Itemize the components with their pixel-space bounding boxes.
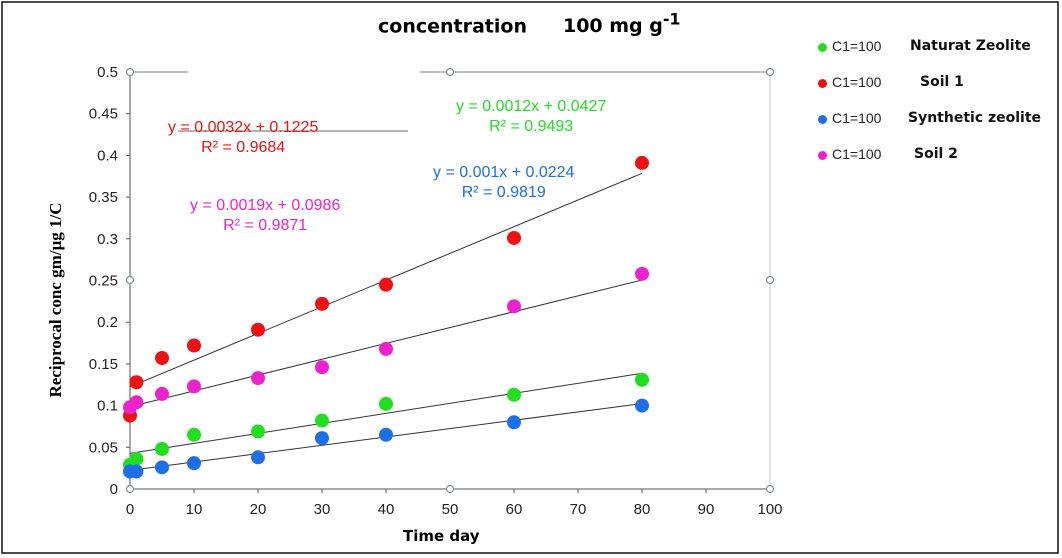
data-point — [507, 415, 521, 430]
data-point — [187, 427, 201, 442]
y-tick-label: 0.25 — [89, 273, 118, 290]
data-point — [635, 398, 649, 413]
x-tick-label: 30 — [314, 501, 331, 518]
y-tick-label: 0.05 — [89, 439, 118, 456]
data-point — [155, 441, 169, 456]
data-point — [251, 322, 265, 337]
legend-marker — [818, 151, 827, 160]
data-point — [379, 277, 393, 292]
chart-title-unit-text: 100 mg g — [562, 15, 663, 38]
x-tick-label: 60 — [506, 501, 523, 518]
data-point — [129, 451, 144, 466]
y-tick-label: 0.35 — [89, 189, 118, 206]
selection-handle — [765, 67, 775, 77]
data-point — [187, 338, 201, 353]
x-tick-label: 0 — [126, 501, 134, 518]
equation-text: y = 0.0012x + 0.0427 — [456, 98, 607, 115]
data-point — [315, 296, 329, 311]
legend-marker — [818, 79, 827, 88]
data-point — [315, 413, 329, 428]
chart-title: concentration 100 mg g-1 — [378, 10, 680, 37]
y-tick-label: 0.45 — [89, 106, 118, 123]
data-point — [507, 387, 521, 402]
data-point — [251, 450, 265, 465]
legend-series-description: Soil 1 — [920, 74, 964, 90]
data-point — [635, 155, 649, 170]
r-squared-text: R² = 0.9493 — [489, 118, 574, 135]
equation-text: y = 0.001x + 0.0224 — [433, 164, 575, 181]
selection-handle — [125, 484, 135, 494]
selection-handle — [765, 275, 775, 285]
legend-series-name: C1=100 — [832, 110, 882, 126]
data-point — [635, 266, 649, 281]
data-point — [129, 464, 144, 479]
legend-series-description: Naturat Zeolite — [910, 38, 1031, 54]
chart-title-text: concentration — [378, 15, 527, 38]
data-point — [379, 396, 393, 411]
data-point — [155, 351, 169, 366]
y-tick-label: 0.5 — [97, 64, 118, 81]
data-point — [379, 427, 393, 442]
trendline — [129, 372, 643, 454]
trendline-equation-naturat-zeolite: y = 0.0012x + 0.0427 R² = 0.9493 — [456, 97, 606, 137]
legend-series-name: C1=100 — [832, 38, 882, 54]
x-tick-label: 80 — [634, 501, 651, 518]
legend-marker — [818, 115, 827, 124]
x-tick-label: 50 — [442, 501, 459, 518]
chart-title-unit-sup: -1 — [662, 10, 681, 29]
legend-series-description: Synthetic zeolite — [908, 110, 1042, 126]
legend-series-name: C1=100 — [832, 74, 882, 90]
selection-handle — [125, 67, 135, 77]
selection-handle — [445, 67, 455, 77]
equation-text: y = 0.0019x + 0.0986 — [190, 197, 341, 214]
legend-series-description: Soil 2 — [914, 146, 958, 162]
data-point — [507, 299, 521, 314]
x-tick-label: 70 — [570, 501, 587, 518]
chart-title-unit: 100 mg g-1 — [562, 10, 680, 38]
data-point — [187, 456, 201, 471]
y-tick-label: 0.3 — [97, 231, 118, 248]
y-tick-label: 0 — [110, 481, 118, 498]
trendline-equation-synthetic-zeolite: y = 0.001x + 0.0224 R² = 0.9819 — [433, 163, 574, 203]
data-point — [155, 386, 169, 401]
data-point — [635, 372, 649, 387]
x-tick-label: 20 — [250, 501, 267, 518]
data-point — [379, 341, 393, 356]
r-squared-text: R² = 0.9819 — [461, 184, 546, 201]
x-tick-label: 10 — [186, 501, 203, 518]
x-tick-label: 40 — [378, 501, 395, 518]
trendline-equation-soil-1: y = 0.0032x + 0.1225 R² = 0.9684 — [168, 118, 318, 158]
r-squared-text: R² = 0.9684 — [201, 139, 286, 156]
equation-text: y = 0.0032x + 0.1225 — [168, 119, 319, 136]
y-tick-label: 0.1 — [97, 398, 118, 415]
y-axis-label: Reciprocal conc gm/µg 1/C — [46, 202, 65, 398]
x-tick-label: 90 — [698, 501, 715, 518]
data-point — [315, 360, 329, 375]
data-point — [129, 395, 144, 410]
x-tick-label: 100 — [757, 501, 782, 518]
y-tick-label: 0.15 — [89, 356, 118, 373]
selection-handle — [125, 275, 135, 285]
r-squared-text: R² = 0.9871 — [223, 217, 308, 234]
selection-handle — [765, 484, 775, 494]
legend-marker — [818, 43, 827, 52]
data-point — [187, 379, 201, 394]
x-axis-label: Time day — [403, 527, 480, 545]
selection-handle — [445, 484, 455, 494]
data-point — [129, 375, 144, 390]
data-point — [155, 460, 169, 475]
data-point — [315, 431, 329, 446]
data-point — [251, 424, 265, 439]
y-tick-label: 0.4 — [97, 147, 118, 164]
data-point — [251, 371, 265, 386]
legend-series-name: C1=100 — [832, 146, 882, 162]
y-tick-label: 0.2 — [97, 314, 118, 331]
trendline-equation-soil-2: y = 0.0019x + 0.0986 R² = 0.9871 — [190, 196, 340, 236]
data-point — [507, 230, 521, 245]
